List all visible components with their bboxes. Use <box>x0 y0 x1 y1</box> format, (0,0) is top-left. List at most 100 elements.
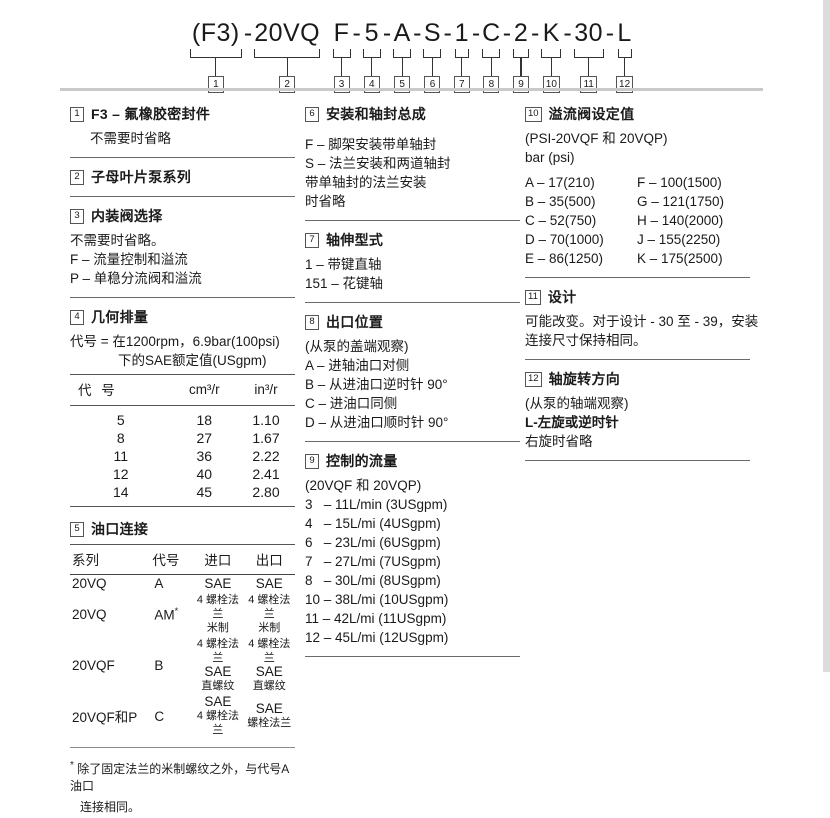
footnote-line-1: 除了固定法兰的米制螺纹之外，与代号A 油口 <box>70 762 289 793</box>
cell-inlet: 4 螺栓法兰 SAE 直螺纹 <box>192 636 243 694</box>
code-bracket-6 <box>423 49 442 58</box>
divider-9 <box>305 656 520 657</box>
section-12-line-2: L-左旋或逆时针 <box>525 415 619 430</box>
code-segment-4: 5 4 <box>362 18 381 93</box>
inlet-line-2: 直螺纹 <box>201 680 235 692</box>
section-7: 7 轴伸型式 1 – 带键直轴 151 – 花键轴 <box>305 230 520 293</box>
inlet-primary: SAE <box>204 664 232 679</box>
code-stem-7 <box>461 58 463 76</box>
table-row: 11 36 2.22 <box>70 447 295 465</box>
code-value: AM <box>154 607 175 623</box>
section-8-number: 8 <box>305 314 319 330</box>
displacement-table: 代 号 cm³/r in³/r 5 18 1.10 8 <box>70 374 295 507</box>
section-10-number: 10 <box>525 106 542 122</box>
cell-in3: 2.80 <box>252 484 280 500</box>
outlet-line-2: 直螺纹 <box>252 680 286 692</box>
code-bracket-9 <box>513 49 530 58</box>
code-stem-9 <box>520 58 522 76</box>
table-row: 8 27 1.67 <box>70 429 295 447</box>
col-header-cm3: cm³/r <box>171 374 238 406</box>
outlet-primary: SAE <box>255 664 283 679</box>
divider-10 <box>525 277 750 278</box>
code-separator: - <box>502 19 512 47</box>
relief-item: J – 155(2250) <box>637 232 721 247</box>
section-7-line-1: 1 – 带键直轴 <box>305 257 382 272</box>
code-bracket-5 <box>393 49 412 58</box>
flow-item: 12 – 45L/mi (12USgpm) <box>305 630 449 645</box>
section-5: 5 油口连接 系列 代号 进口 出口 20VQ <box>70 519 295 816</box>
code-segment-1: (F3) 1 <box>189 18 242 93</box>
footnote-marker: * <box>174 605 179 616</box>
code-separator: - <box>382 19 392 47</box>
code-segment-9: 2 9 <box>513 18 530 93</box>
divider-footnote <box>70 747 295 748</box>
code-stem-8 <box>490 58 493 76</box>
code-stem-11 <box>588 58 590 76</box>
code-text-3: F <box>333 19 350 47</box>
section-6-title: 安装和轴封总成 <box>326 106 427 122</box>
cell-cm3: 45 <box>196 484 213 500</box>
relief-item: B – 35(500) <box>525 194 596 209</box>
section-2-title: 子母叶片泵系列 <box>91 169 192 185</box>
table-row: 20VQF B 4 螺栓法兰 SAE 直螺纹 4 螺栓法兰 SAE 直螺纹 <box>70 636 295 694</box>
divider-1 <box>70 157 295 158</box>
inlet-primary: SAE <box>204 575 232 591</box>
divider-2 <box>70 196 295 197</box>
section-8-line-5: D – 从进油口顺时针 90° <box>305 415 449 430</box>
section-12-line-3: 右旋时省略 <box>525 434 593 449</box>
divider-11 <box>525 359 750 360</box>
table-row: 20VQ AM* 4 螺栓法兰 米制 4 螺栓法兰 米制 <box>70 592 295 636</box>
outlet-primary: SAE <box>255 575 283 591</box>
table-row: 12 40 2.41 <box>70 465 295 483</box>
cell-outlet: SAE 螺栓法兰 <box>244 694 295 738</box>
section-5-title: 油口连接 <box>91 521 149 537</box>
code-text-6: S <box>423 19 442 47</box>
section-4: 4 几何排量 代号 = 在1200rpm，6.9bar(100psi) 下的SA… <box>70 307 295 507</box>
outlet-line-2: 螺栓法兰 <box>247 717 292 729</box>
section-12-number: 12 <box>525 371 542 387</box>
code-separator: - <box>243 19 253 47</box>
code-stem-2 <box>286 58 288 76</box>
divider-8 <box>305 441 520 442</box>
table-row: 20VQ A SAE SAE <box>70 575 295 593</box>
section-3-title: 内装阀选择 <box>91 208 163 224</box>
section-4-desc-1: 代号 = 在1200rpm，6.9bar(100psi) <box>70 334 280 349</box>
section-7-number: 7 <box>305 232 319 248</box>
cell-outlet: 4 螺栓法兰 SAE 直螺纹 <box>244 636 295 694</box>
section-10: 10 溢流阀设定值 (PSI-20VQF 和 20VQP) bar (psi) … <box>525 104 750 268</box>
section-4-header: 4 几何排量 <box>70 307 295 327</box>
cell-code: 8 <box>116 430 125 446</box>
footnote-marker-icon: * <box>70 760 74 771</box>
outlet-line-1: 4 螺栓法兰 <box>248 594 291 620</box>
section-8-line-2: A – 进轴油口对侧 <box>305 358 410 373</box>
section-11-line-2: 连接尺寸保持相同。 <box>525 333 647 348</box>
code-bracket-2 <box>254 49 321 58</box>
flow-item: 4 – 15L/mi (4USgpm) <box>305 516 441 531</box>
col-header-inlet: 进口 <box>192 544 244 575</box>
code-separator: - <box>413 19 422 47</box>
code-segment-2: 20VQ 2 <box>254 18 321 93</box>
cell-code: B <box>154 657 164 673</box>
relief-item: D – 70(1000) <box>525 232 604 247</box>
section-12-title: 轴旋转方向 <box>548 371 621 387</box>
cell-series: 20VQF和P <box>72 710 138 725</box>
section-11-line-1: 可能改变。对于设计 - 30 至 - 39，安装 <box>525 314 759 329</box>
section-1-line-1: 不需要时省略 <box>90 131 171 146</box>
flow-item: 10 – 38L/mi (10USgpm) <box>305 592 449 607</box>
section-3-number: 3 <box>70 208 84 224</box>
section-11: 11 设计 可能改变。对于设计 - 30 至 - 39，安装 连接尺寸保持相同。 <box>525 287 759 350</box>
cell-cm3: 40 <box>196 466 213 482</box>
section-3-line-2: F – 流量控制和溢流 <box>70 252 188 267</box>
flow-item: 6 – 23L/mi (6USgpm) <box>305 535 441 550</box>
code-text-7: 1 <box>454 19 470 47</box>
code-bracket-4 <box>362 49 381 58</box>
section-10-title: 溢流阀设定值 <box>548 106 635 122</box>
section-8-header: 8 出口位置 <box>305 312 520 332</box>
code-text-9: 2 <box>513 19 529 47</box>
code-segment-12: L 12 <box>616 18 634 93</box>
outlet-line-2: 米制 <box>258 622 281 634</box>
flow-item: 8 – 30L/mi (8USgpm) <box>305 573 441 588</box>
code-segment-6: S 6 <box>423 18 442 93</box>
code-text-4: 5 <box>364 19 380 47</box>
section-1-header: 1 F3 – 氟橡胶密封件 <box>70 104 295 124</box>
